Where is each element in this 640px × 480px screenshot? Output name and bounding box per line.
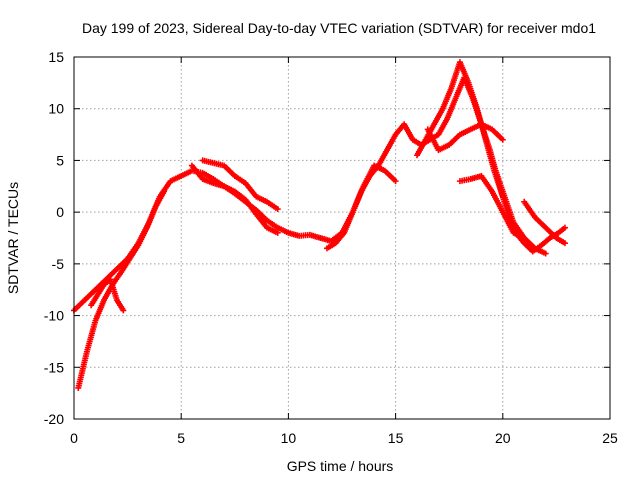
data-point xyxy=(499,136,506,143)
chart-title: Day 199 of 2023, Sidereal Day-to-day VTE… xyxy=(82,20,596,36)
series-track-7 xyxy=(414,59,506,200)
x-tick-label: 10 xyxy=(281,430,297,446)
x-tick-label: 25 xyxy=(602,430,618,446)
series-track-10 xyxy=(489,157,549,257)
series-track-8 xyxy=(424,121,506,154)
series-track-11 xyxy=(521,198,568,247)
plot-frame xyxy=(73,56,611,420)
series-track-9 xyxy=(456,172,528,241)
series-track-3 xyxy=(88,276,127,314)
plot-area xyxy=(71,59,568,391)
data-point xyxy=(392,178,399,185)
data-point xyxy=(274,229,281,236)
y-tick-label: 10 xyxy=(48,101,64,117)
grid xyxy=(74,57,610,419)
data-point xyxy=(161,188,168,195)
y-tick-label: 5 xyxy=(56,152,64,168)
series-track-5 xyxy=(199,157,281,213)
x-tick-label: 15 xyxy=(388,430,404,446)
x-tick-label: 5 xyxy=(177,430,185,446)
x-tick-label: 0 xyxy=(70,430,78,446)
series-track-1 xyxy=(71,162,399,314)
x-axis-label: GPS time / hours xyxy=(287,458,394,474)
series-track-4 xyxy=(188,162,281,236)
data-point xyxy=(542,250,549,257)
y-axis-label: SDTVAR / TECUs xyxy=(5,182,21,294)
y-tick-label: -5 xyxy=(52,256,65,272)
y-axis: -20 -15 -10 -5 0 5 10 15 xyxy=(44,49,610,427)
data-point xyxy=(274,206,281,213)
data-point xyxy=(120,307,127,314)
y-tick-label: -20 xyxy=(44,411,64,427)
plot-border xyxy=(73,56,611,420)
y-tick-label: 0 xyxy=(56,204,64,220)
x-axis: 0 5 10 15 20 25 xyxy=(70,57,618,446)
y-tick-label: 15 xyxy=(48,49,64,65)
series-track-2 xyxy=(75,188,168,391)
x-tick-label: 20 xyxy=(495,430,511,446)
y-tick-label: -15 xyxy=(44,359,64,375)
data-point xyxy=(561,224,568,231)
data-point xyxy=(561,240,568,247)
y-tick-label: -10 xyxy=(44,308,64,324)
